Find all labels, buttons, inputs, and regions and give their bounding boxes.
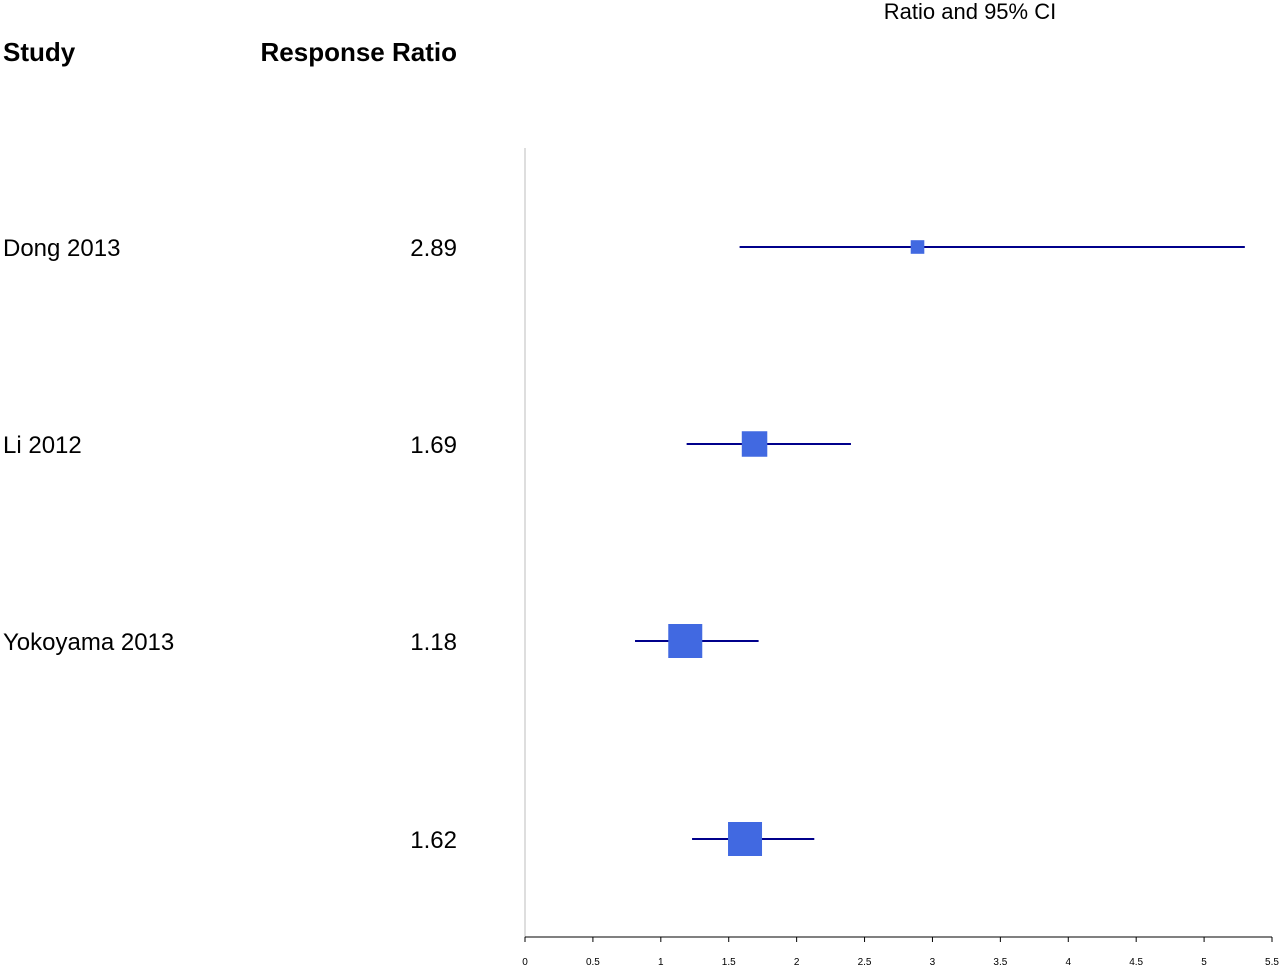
x-axis: 0 0.5 1 1.5 2 2.5 3 3.5 4 4.5 5 5.5 xyxy=(522,936,1279,967)
ratio-value: 1.69 xyxy=(410,432,457,459)
effect-size-marker xyxy=(910,240,925,254)
effect-size-marker xyxy=(728,822,763,856)
ratio-value: 1.62 xyxy=(410,827,457,854)
x-axis-tick-label: 1 xyxy=(658,957,664,967)
x-axis-tick-label: 2.5 xyxy=(858,957,872,967)
study-name: Yokoyama 2013 xyxy=(3,629,174,656)
study-row: 1.62 xyxy=(410,822,815,856)
x-axis-tick-label: 3 xyxy=(930,957,936,967)
study-row: Li 2012 1.69 xyxy=(3,431,851,459)
x-axis-tick-label: 2 xyxy=(794,957,800,967)
study-row: Dong 2013 2.89 xyxy=(3,235,1245,262)
study-row: Yokoyama 2013 1.18 xyxy=(3,624,759,658)
x-axis-tick-label: 5.5 xyxy=(1265,957,1279,967)
study-name: Dong 2013 xyxy=(3,235,120,262)
study-name: Li 2012 xyxy=(3,432,82,459)
x-axis-tick-label: 0.5 xyxy=(586,957,600,967)
effect-size-marker xyxy=(668,624,703,658)
study-column-header: Study xyxy=(3,37,76,67)
x-axis-tick-label: 5 xyxy=(1201,957,1207,967)
x-axis-tick-label: 0 xyxy=(522,957,528,967)
x-axis-tick-label: 3.5 xyxy=(993,957,1007,967)
response-ratio-column-header: Response Ratio xyxy=(261,37,458,67)
study-rows: Dong 2013 2.89 Li 2012 1.69 Yokoyama 2013 1.1… xyxy=(3,235,1245,856)
x-axis-tick-label: 4.5 xyxy=(1129,957,1143,967)
effect-size-marker xyxy=(741,431,768,457)
plot-title: Ratio and 95% CI xyxy=(884,0,1056,24)
ratio-value: 1.18 xyxy=(410,629,457,656)
ratio-value: 2.89 xyxy=(410,235,457,262)
x-axis-tick-label: 1.5 xyxy=(722,957,736,967)
x-axis-tick-label: 4 xyxy=(1065,957,1071,967)
